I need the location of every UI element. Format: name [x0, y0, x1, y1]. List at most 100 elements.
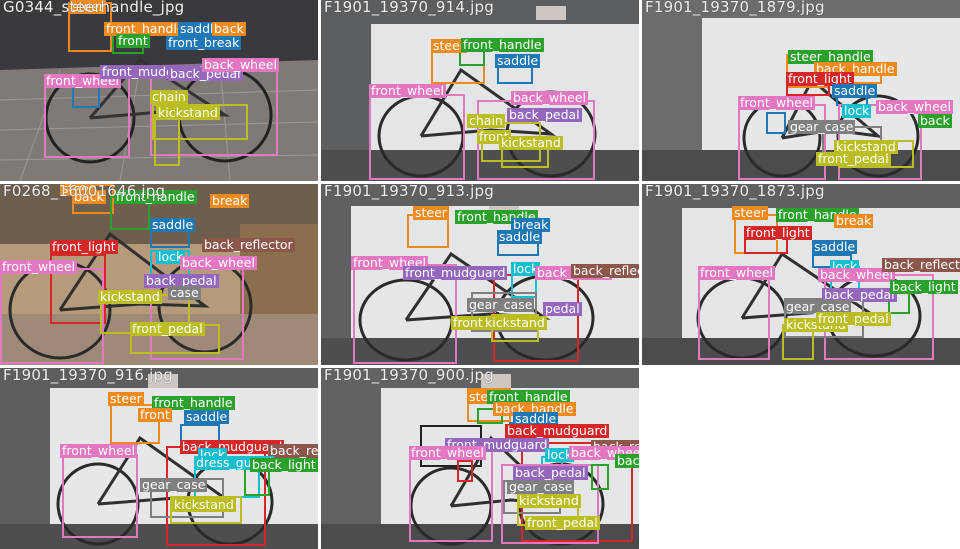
- label-back-light: back_light: [615, 454, 639, 468]
- label-front-light: front_light: [786, 71, 854, 86]
- label-saddle: saddle: [178, 21, 224, 36]
- label-saddle: saddle: [832, 83, 878, 98]
- tile-3: steer_handle back_handle front_light sad…: [642, 0, 960, 181]
- label-back-pedal: back_pedal: [507, 107, 582, 122]
- bbox-lock: [766, 112, 786, 134]
- label-chain: chain: [467, 113, 505, 128]
- label-lock: lock: [511, 261, 541, 276]
- bbox-front-wheel: [369, 94, 465, 180]
- label-saddle: saddle: [812, 239, 858, 254]
- tile-filename: F0268_16001646.jpg: [3, 184, 166, 200]
- label-steer: steer: [108, 391, 144, 406]
- label-kickstand: kickstand: [98, 289, 162, 304]
- label-back-pedal: back_pedal: [513, 465, 588, 480]
- label-break: break: [210, 193, 250, 208]
- label-front-wheel: front_wheel: [60, 443, 137, 458]
- label-steer: steer: [732, 205, 768, 220]
- label-front-handle: front_handle: [114, 189, 197, 204]
- label-saddle: saddle: [495, 53, 541, 68]
- bbox-front-wheel: [409, 448, 493, 542]
- tile-2: steer front_handle saddle front_wheel ba…: [321, 0, 639, 181]
- label-saddle: saddle: [513, 411, 559, 426]
- label-chain: chain: [150, 89, 188, 104]
- label-gear-case: gear_case: [140, 477, 208, 492]
- label-break: break: [834, 213, 874, 228]
- tile-1: steer front_handle saddle front back fro…: [0, 0, 318, 181]
- label-steer: steer: [431, 38, 467, 53]
- label-front-mudguard: front_mudguard: [403, 265, 508, 280]
- label-front-light: front_light: [744, 225, 812, 240]
- label-lock: lock: [842, 103, 872, 118]
- tile-7: steer front_handle front saddle front_wh…: [0, 368, 318, 549]
- label-front-wheel: front_wheel: [698, 265, 775, 280]
- label-saddle: saddle: [497, 229, 543, 244]
- label-back-light: back_light: [890, 279, 958, 294]
- label-saddle: saddle: [150, 217, 196, 232]
- label-back-reflector: back_reflector: [268, 444, 318, 458]
- label-front-pedal: front_pedal: [816, 151, 891, 166]
- bbox-kickstand: [170, 496, 242, 524]
- label-back: back: [918, 113, 952, 128]
- label-back-wheel: back_wheel: [818, 267, 895, 282]
- label-steer-handle: steer_handle: [788, 49, 873, 64]
- label-kickstand: kickstand: [483, 315, 547, 330]
- bbox-kickstand: [154, 114, 180, 166]
- label-gear-case: gear_case: [788, 119, 856, 134]
- label-kickstand: kickstand: [156, 105, 220, 120]
- label-back-pedal: back_pedal: [822, 287, 897, 302]
- label-front: front: [138, 407, 172, 422]
- label-front-wheel: front_wheel: [0, 259, 77, 274]
- bbox-front-light: [50, 254, 106, 324]
- label-back-wheel: back_wheel: [180, 255, 257, 270]
- bbox-chain: [152, 104, 248, 140]
- label-case: case: [168, 285, 201, 300]
- label-back-wheel: back_wheel: [876, 99, 953, 114]
- bbox-front-mudguard: [457, 460, 473, 482]
- tile-8: steer front_handle back_handle saddle ba…: [321, 368, 639, 549]
- label-gear-case: gear_case: [784, 299, 852, 314]
- tile-filename: F1901_19370_900.jpg: [324, 368, 494, 384]
- tile-filename: G0344_steerhandle_jpg: [3, 0, 185, 16]
- label-front-wheel: front_wheel: [738, 95, 815, 110]
- label-front-handle: front_handle: [487, 389, 570, 404]
- label-back-pedal: back_pedal: [144, 273, 219, 288]
- bbox-front-wheel: [698, 270, 770, 360]
- label-break: break: [511, 217, 551, 232]
- label-gear-case: gear_case: [467, 297, 535, 312]
- bbox-gear-case: [471, 292, 537, 332]
- bbox-back-light: [591, 464, 609, 490]
- label-lock: lock: [545, 447, 575, 462]
- tile-filename: F1901_19370_1879.jpg: [645, 0, 825, 16]
- tile-filename: F1901_19370_914.jpg: [324, 0, 494, 16]
- bbox-front-handle: [477, 408, 503, 424]
- label-front-handle: front_handle: [152, 395, 235, 410]
- bbox-saddle: [497, 66, 533, 84]
- label-front-light: front_light: [50, 239, 118, 254]
- label-front-wheel: front_wheel: [369, 83, 446, 98]
- label-front-pedal: front_pedal: [525, 515, 600, 530]
- label-front-handle: front_handle: [461, 37, 544, 52]
- label-back-mudguard: back_mudguard: [505, 423, 610, 438]
- label-lock: lock: [156, 249, 186, 264]
- label-kickstand: kickstand: [499, 135, 563, 150]
- label-gear-case: gear_case: [507, 479, 575, 494]
- label-front: front: [451, 315, 485, 330]
- label-front-wheel: front_wheel: [409, 445, 486, 460]
- label-kickstand: kickstand: [517, 493, 581, 508]
- tile-6: steer front_handle front_light break sad…: [642, 184, 960, 365]
- label-back-reflector: back_reflector: [571, 264, 639, 278]
- label-pedal: pedal: [543, 301, 582, 316]
- label-back-reflector: back_reflector: [202, 237, 295, 252]
- bbox-front-wheel: [62, 454, 138, 538]
- label-front-handle: front_handle: [104, 21, 187, 36]
- label-back-wheel: back_wheel: [202, 57, 279, 72]
- label-back-reflector: back_reflector: [882, 258, 960, 272]
- label-front-break: front_break: [166, 35, 242, 50]
- tile-filename: F1901_19370_916.jpg: [3, 368, 173, 384]
- label-back: back: [72, 189, 106, 204]
- bbox-back-wheel: [501, 464, 599, 544]
- label-back: back: [212, 21, 246, 36]
- label-front-pedal: front_pedal: [130, 321, 205, 336]
- label-front: front: [116, 33, 150, 48]
